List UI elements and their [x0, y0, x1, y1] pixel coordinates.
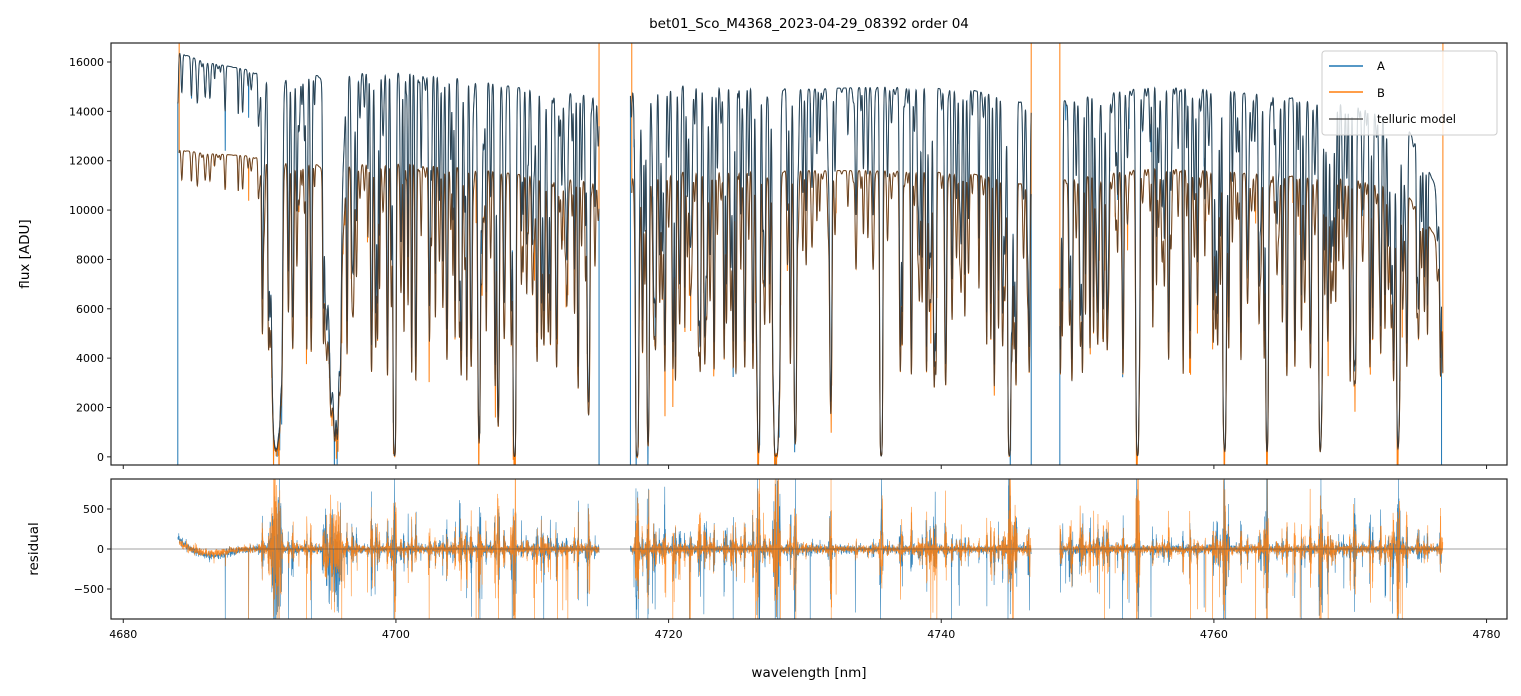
legend-box [1321, 50, 1498, 136]
flux-y-tick-label: 6000 [76, 303, 104, 316]
x-tick-label: 4780 [1473, 628, 1501, 641]
residual-y-tick-label: 0 [97, 543, 104, 556]
legend-label-model: telluric model [1377, 112, 1456, 126]
flux-y-tick-label: 2000 [76, 401, 104, 414]
flux-y-tick-label: 14000 [69, 105, 104, 118]
residual-y-tick-label: −500 [74, 583, 104, 596]
x-tick-label: 4700 [382, 628, 410, 641]
flux-panel-plot [177, 43, 1444, 465]
flux-y-tick-label: 4000 [76, 352, 104, 365]
legend-label-a: A [1377, 59, 1385, 73]
series-b-residual-line [631, 479, 1032, 619]
telluric-model-line-b [631, 170, 1032, 457]
flux-y-tick-label: 10000 [69, 204, 104, 217]
flux-panel-frame [110, 42, 1508, 466]
series-b-residual-line [1059, 479, 1444, 619]
flux-y-tick-label: 0 [97, 451, 104, 464]
residual-axis-label: residual [26, 522, 42, 576]
residual-panel-plot [111, 479, 1507, 619]
legend-label-b: B [1377, 86, 1385, 100]
flux-y-tick-label: 16000 [69, 56, 104, 69]
chart-title: bet01_Sco_M4368_2023-04-29_08392 order 0… [649, 16, 969, 32]
telluric-model-line-b [178, 149, 600, 457]
telluric-model-line-b [1059, 167, 1444, 457]
telluric-model-line-a [629, 85, 1032, 457]
legend: A B telluric model [1321, 50, 1498, 136]
flux-axis-label: flux [ADU] [17, 219, 33, 288]
axis-ticks: 4680 4700 4720 4740 4760 4780 0 2000 4000 6000 800… [69, 56, 1501, 641]
x-tick-label: 4720 [655, 628, 683, 641]
x-axis-label: wavelength [nm] [751, 665, 866, 681]
x-tick-label: 4760 [1200, 628, 1228, 641]
flux-y-tick-label: 8000 [76, 253, 104, 266]
flux-y-tick-label: 12000 [69, 155, 104, 168]
x-tick-label: 4740 [927, 628, 955, 641]
x-tick-label: 4680 [109, 628, 137, 641]
residual-y-tick-label: 500 [83, 503, 104, 516]
